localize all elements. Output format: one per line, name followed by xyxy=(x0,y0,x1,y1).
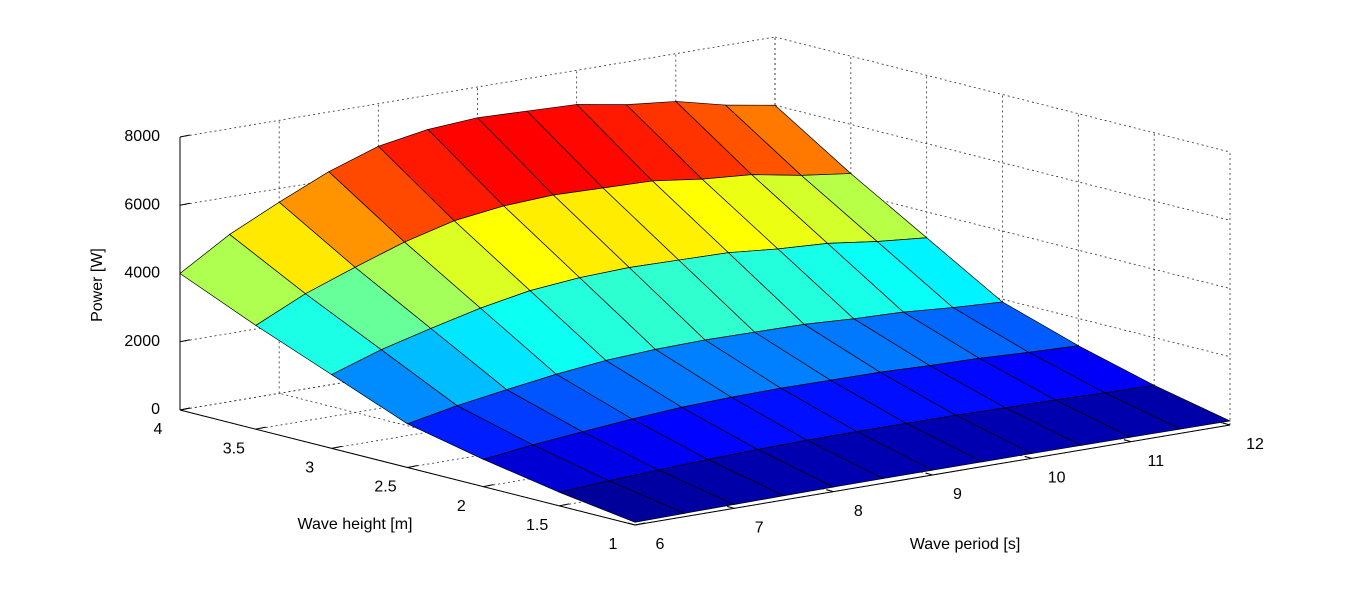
y-tick xyxy=(634,522,646,526)
z-tick-label: 2000 xyxy=(124,333,160,350)
y-tick-label: 3 xyxy=(305,460,314,477)
x-tick xyxy=(925,472,933,476)
grid-line xyxy=(774,173,1231,289)
y-tick xyxy=(255,426,266,430)
x-tick xyxy=(826,489,834,493)
x-tick-label: 6 xyxy=(656,536,665,553)
x-tick-label: 9 xyxy=(953,486,962,503)
x-tick xyxy=(1222,422,1231,426)
y-tick-label: 4 xyxy=(154,421,163,438)
z-axis-label: Power [W] xyxy=(89,248,106,322)
x-tick-label: 10 xyxy=(1048,470,1066,487)
grid-line xyxy=(774,104,1231,221)
y-axis-label: Wave height [m] xyxy=(297,516,412,533)
x-tick-label: 11 xyxy=(1148,453,1165,470)
y-tick xyxy=(331,445,342,449)
surface-cell xyxy=(557,480,686,523)
x-tick xyxy=(627,522,636,526)
y-tick-label: 2 xyxy=(457,498,466,515)
y-tick-label: 3.5 xyxy=(223,440,245,457)
y-tick xyxy=(559,503,570,507)
z-tick-label: 6000 xyxy=(124,196,160,213)
z-tick xyxy=(179,407,191,411)
y-tick xyxy=(483,484,494,488)
z-tick-label: 0 xyxy=(151,401,160,418)
x-tick-label: 7 xyxy=(755,520,764,537)
x-axis-label: Wave period [s] xyxy=(910,536,1021,553)
y-tick xyxy=(407,465,418,468)
grid-line xyxy=(774,241,1231,358)
x-tick-label: 12 xyxy=(1246,436,1264,453)
y-tick-label: 2.5 xyxy=(374,479,396,496)
z-tick-label: 8000 xyxy=(124,128,160,145)
z-tick-label: 4000 xyxy=(124,265,160,282)
z-tick xyxy=(179,339,191,343)
x-tick xyxy=(1123,439,1131,443)
grid-line xyxy=(774,36,1231,153)
y-tick-label: 1.5 xyxy=(526,517,548,534)
x-tick xyxy=(1024,455,1032,459)
x-tick xyxy=(727,505,735,509)
z-tick xyxy=(179,134,191,138)
y-tick-label: 1 xyxy=(609,536,618,553)
z-tick xyxy=(179,202,191,206)
x-tick-label: 8 xyxy=(854,503,863,520)
grid-line xyxy=(179,36,776,138)
